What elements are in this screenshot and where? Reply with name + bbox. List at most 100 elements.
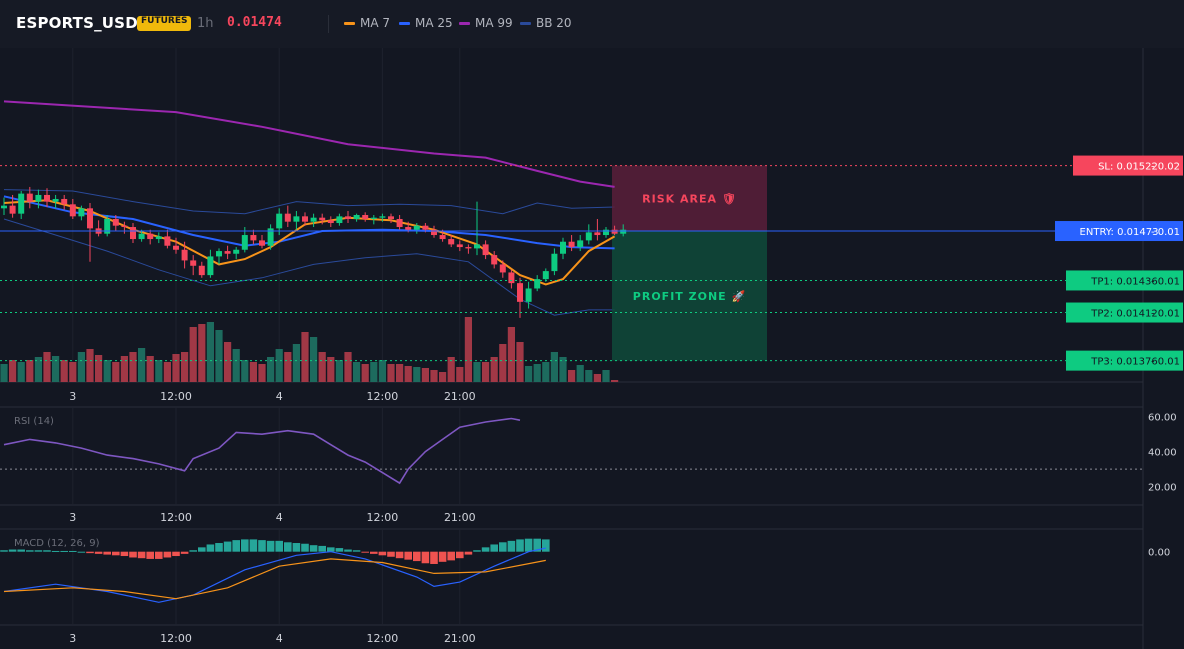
candle-body-46: [396, 219, 403, 228]
macd-hist-bar-0: [0, 550, 8, 552]
volume-bar-36: [310, 337, 318, 382]
candle-body-24: [207, 256, 214, 276]
candle-body-45: [388, 216, 394, 220]
volume-bar-42: [361, 364, 369, 382]
volume-bar-54: [464, 317, 472, 382]
time-tick-1-1: 3: [69, 511, 76, 524]
candle-body-0: [1, 205, 7, 209]
macd-hist-bar-37: [318, 545, 326, 552]
time-tick-1-5: 21:00: [444, 511, 476, 524]
legend-bb20[interactable]: BB 20: [520, 16, 572, 30]
level-tag-tp2: TP2: 0.01412: [1090, 309, 1157, 320]
volume-bar-33: [284, 352, 292, 382]
symbol-name[interactable]: ESPORTS_USDT: [16, 14, 149, 32]
volume-bar-66: [568, 370, 576, 382]
macd-hist-bar-5: [43, 550, 51, 552]
time-tick-2-2: 12:00: [160, 632, 192, 645]
macd-hist-bar-61: [524, 538, 533, 552]
volume-bar-62: [533, 364, 541, 382]
macd-hist-bar-31: [266, 540, 275, 552]
candle-body-35: [302, 216, 308, 222]
candle-body-5: [44, 194, 50, 202]
rsi-axis-tick-0: 60.00: [1148, 413, 1177, 424]
macd-panel: MACD (12, 26, 9): [0, 538, 550, 603]
level-tag-bg-tp3: [1066, 350, 1183, 371]
volume-bar-50: [430, 370, 438, 382]
volume-bar-34: [292, 344, 300, 382]
level-tag-bg-sl: [1073, 155, 1183, 176]
macd-hist-bar-53: [456, 551, 464, 559]
volume-bar-24: [206, 322, 214, 382]
volume-bar-71: [611, 380, 619, 382]
rsi-title: RSI (14): [14, 416, 54, 427]
level-tag-entry: ENTRY: 0.01473: [1080, 227, 1159, 238]
volume-bar-51: [439, 372, 447, 382]
macd-hist-bar-14: [120, 551, 129, 557]
candle-body-14: [121, 225, 128, 228]
profit-zone: [612, 231, 767, 361]
volume-bar-39: [335, 360, 343, 382]
chart-header: ESPORTS_USDT FUTURES 1h 0.01474 MA 7 MA …: [0, 0, 1184, 48]
time-tick-1-4: 12:00: [367, 511, 399, 524]
time-tick-0-3: 4: [276, 390, 283, 403]
macd-hist-bar-21: [180, 551, 189, 554]
candle-body-49: [422, 225, 429, 230]
volume-bar-4: [34, 357, 42, 382]
rsi-panel: RSI (14): [0, 416, 1143, 485]
legend-ma99[interactable]: MA 99: [459, 16, 513, 30]
candle-body-8: [69, 204, 76, 217]
profit-zone-label: PROFIT ZONE 🚀: [633, 290, 746, 303]
macd-hist-bar-48: [413, 551, 421, 562]
volume-bar-21: [181, 352, 189, 382]
macd-hist-bar-27: [232, 540, 240, 552]
time-tick-1-2: 12:00: [160, 511, 192, 524]
macd-hist-bar-12: [103, 551, 111, 555]
candle-body-10: [87, 208, 93, 229]
volume-bar-31: [267, 357, 275, 382]
macd-hist-bar-1: [8, 549, 17, 552]
candle-body-17: [147, 233, 154, 240]
legend-swatch-bb20: [520, 21, 531, 25]
legend-label-bb20: BB 20: [536, 16, 572, 30]
candle-body-36: [310, 217, 317, 222]
volume-bar-38: [327, 357, 335, 382]
time-tick-0-2: 12:00: [160, 390, 192, 403]
volume-bar-13: [112, 362, 120, 382]
candlesticks: [1, 186, 627, 318]
volume-bar-64: [550, 352, 558, 382]
legend-ma25[interactable]: MA 25: [399, 16, 453, 30]
macd-hist-bar-6: [51, 550, 60, 552]
volume-bar-52: [447, 357, 455, 382]
candle-body-30: [259, 240, 265, 246]
volume-bar-67: [576, 365, 584, 382]
candle-body-22: [190, 260, 197, 266]
volume-bar-65: [559, 357, 567, 382]
candle-body-69: [594, 232, 601, 236]
macd-hist-bar-39: [335, 548, 344, 552]
legend-swatch-ma25: [399, 21, 410, 25]
timeframe-label[interactable]: 1h: [197, 16, 214, 31]
macd-hist-bar-15: [129, 551, 137, 558]
bollinger-bands: [3, 189, 615, 316]
candle-body-34: [293, 216, 300, 222]
macd-hist-bar-47: [404, 551, 412, 560]
candle-body-23: [198, 265, 205, 276]
candle-body-50: [431, 229, 437, 236]
candle-body-18: [155, 236, 162, 240]
volume-bar-40: [344, 352, 352, 382]
volume-bar-26: [224, 342, 232, 382]
axes: 60.00 40.00 20.00 0.00 12:00 3 12:00 4 12:00 21:0…: [69, 390, 1177, 645]
candle-body-16: [138, 233, 145, 240]
volume-bar-58: [499, 344, 507, 382]
macd-hist-bar-3: [26, 550, 34, 552]
macd-hist-bar-43: [370, 551, 378, 554]
legend-swatch-ma99: [459, 21, 470, 25]
volume-bar-48: [413, 367, 421, 382]
volume-bar-44: [378, 360, 386, 382]
macd-hist-bar-54: [464, 551, 473, 555]
legend-ma7[interactable]: MA 7: [344, 16, 390, 30]
time-tick-0-4: 12:00: [367, 390, 399, 403]
legend-label-ma99: MA 99: [475, 16, 513, 30]
macd-hist-bar-44: [378, 551, 387, 556]
